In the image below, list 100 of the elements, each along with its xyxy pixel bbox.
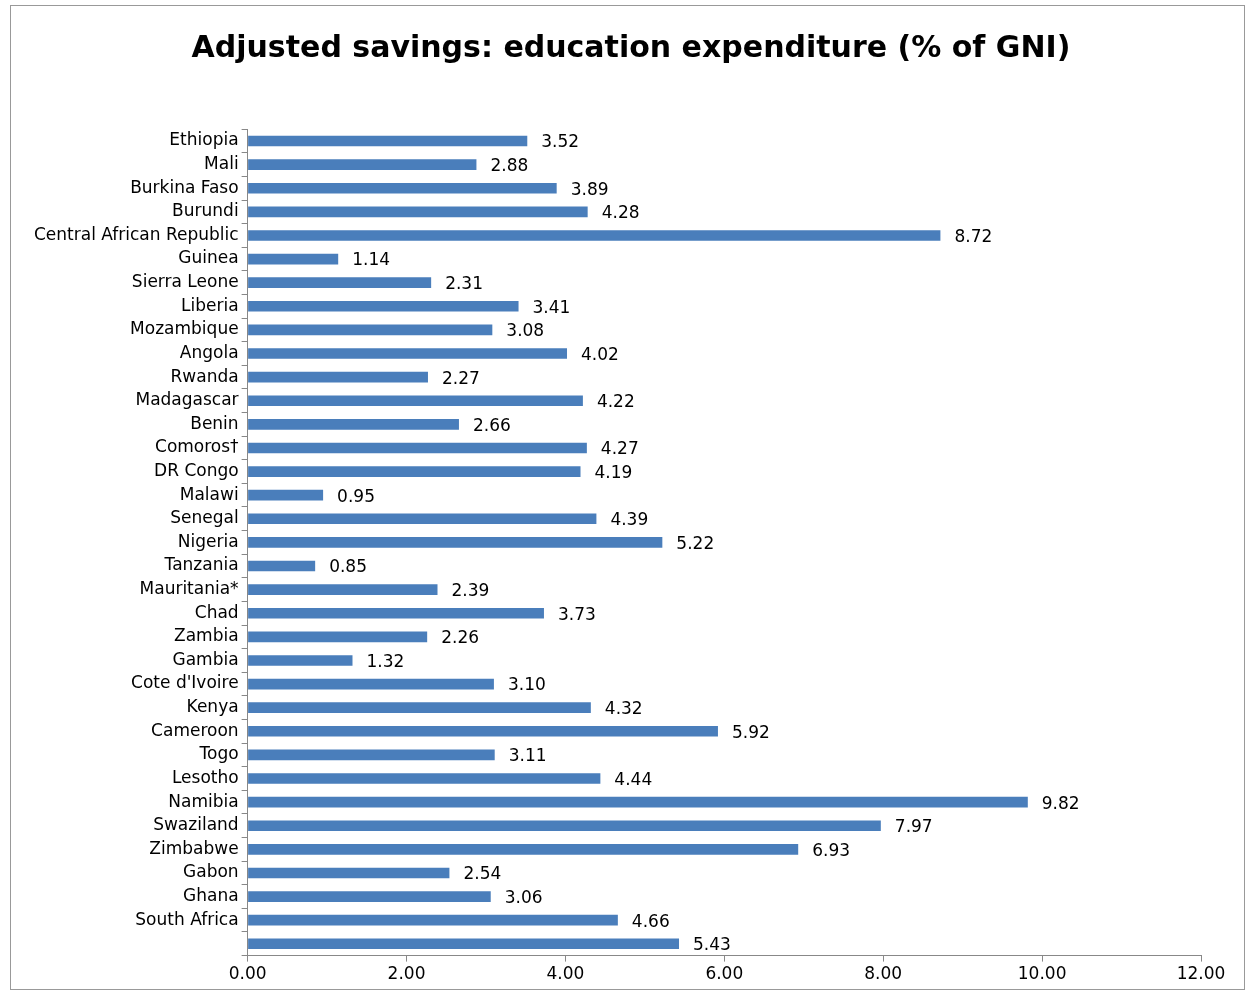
- bar: [248, 584, 438, 595]
- y-tick-label: Chad: [194, 601, 239, 622]
- y-tick-label: Madagascar: [135, 389, 239, 410]
- x-tick-label: 0.00: [228, 963, 267, 984]
- y-tick-label: Lesotho: [171, 766, 239, 787]
- bar: [248, 914, 618, 926]
- bar: [248, 844, 799, 855]
- bar: [248, 655, 353, 666]
- y-tick-label: Tanzania: [163, 554, 239, 575]
- y-tick-label: Cameroon: [151, 719, 239, 740]
- data-label: 2.88: [490, 155, 529, 176]
- data-label: 4.22: [596, 391, 635, 412]
- bar: [248, 324, 493, 336]
- data-label: 3.89: [570, 178, 609, 199]
- data-label: 2.26: [441, 627, 480, 648]
- data-label: 7.97: [894, 816, 933, 837]
- bar: [248, 891, 491, 902]
- y-tick-label: Mali: [204, 153, 239, 174]
- x-tick-label: 8.00: [864, 963, 903, 984]
- data-label: 8.72: [954, 225, 993, 246]
- data-label: 3.52: [541, 131, 580, 152]
- bar: [248, 537, 663, 548]
- data-label: 1.32: [366, 650, 405, 671]
- data-label: 3.08: [506, 320, 545, 341]
- bar: [248, 206, 588, 218]
- y-tick-label: Togo: [198, 743, 239, 764]
- data-label: 4.19: [594, 461, 633, 482]
- chart-title: Adjusted savings: education expenditure (% of GNI): [190, 28, 1072, 66]
- y-tick-label: Swaziland: [153, 814, 239, 835]
- y-tick-label: Ethiopia: [169, 129, 239, 150]
- bar: [248, 159, 477, 170]
- bar: [248, 466, 581, 477]
- y-tick-label: Guinea: [178, 247, 239, 268]
- x-tick-label: 4.00: [546, 963, 585, 984]
- data-label: 4.02: [581, 343, 619, 364]
- bar: [248, 513, 597, 525]
- y-tick-label: Kenya: [186, 696, 239, 717]
- data-label: 3.41: [532, 296, 571, 317]
- x-tick-label: 6.00: [705, 963, 744, 984]
- data-label: 3.73: [557, 603, 596, 624]
- bar: [248, 442, 587, 454]
- bar: [248, 253, 339, 265]
- y-tick-label: Mauritania*: [139, 578, 239, 599]
- data-label: 4.66: [631, 910, 670, 931]
- bar: [248, 371, 428, 383]
- y-tick-label: South Africa: [135, 908, 239, 929]
- y-tick-label: Nigeria: [177, 530, 239, 551]
- bar: [248, 820, 881, 832]
- data-label: 5.22: [676, 532, 715, 553]
- data-label: 2.27: [441, 367, 480, 388]
- bar: [248, 395, 583, 407]
- y-tick-label: Cote d'Ivoire: [131, 672, 239, 693]
- y-tick-label: Gambia: [172, 648, 239, 669]
- y-tick-label: Angola: [179, 341, 239, 362]
- bar: [248, 725, 718, 737]
- data-label: 1.14: [352, 249, 391, 270]
- bar: [248, 678, 494, 690]
- bar: [248, 348, 567, 359]
- y-tick-label: Liberia: [181, 294, 239, 315]
- bar: [248, 489, 324, 501]
- y-tick-label: DR Congo: [154, 459, 239, 480]
- y-tick-label: Zimbabwe: [149, 837, 239, 858]
- bar: [248, 938, 680, 950]
- data-label: 2.54: [463, 863, 502, 884]
- data-label: 2.66: [472, 414, 511, 435]
- y-tick-label: Malawi: [179, 483, 239, 504]
- data-label: 3.10: [507, 674, 546, 695]
- data-label: 2.31: [445, 273, 484, 294]
- bar: [248, 702, 591, 713]
- data-label: 4.44: [614, 768, 653, 789]
- bar: [248, 773, 601, 784]
- data-label: 4.28: [601, 202, 640, 223]
- y-tick-label: Mozambique: [130, 318, 239, 339]
- y-tick-label: Burundi: [172, 200, 239, 221]
- x-tick-label: 12.00: [1176, 963, 1226, 984]
- data-label: 5.92: [731, 721, 770, 742]
- y-tick-label: Central African Republic: [34, 223, 239, 244]
- data-label: 3.06: [504, 886, 543, 907]
- data-label: 6.93: [812, 839, 851, 860]
- bar: [248, 419, 459, 430]
- bar: [248, 607, 544, 619]
- bar: [248, 135, 528, 147]
- bar: [248, 182, 557, 194]
- y-tick-label: Sierra Leone: [131, 271, 239, 292]
- data-label: 2.39: [451, 580, 490, 601]
- data-label: 3.11: [508, 745, 547, 766]
- bar: [248, 560, 316, 572]
- y-tick-label: Ghana: [183, 884, 239, 905]
- bar: [248, 300, 519, 312]
- bar: [248, 749, 495, 761]
- data-label: 9.82: [1041, 792, 1080, 813]
- y-tick-label: Zambia: [174, 625, 239, 646]
- y-tick-label: Comoros†: [155, 436, 240, 457]
- data-label: 4.32: [604, 698, 643, 719]
- x-tick-label: 2.00: [387, 963, 426, 984]
- y-tick-label: Senegal: [170, 507, 239, 528]
- bar: [248, 277, 432, 288]
- y-tick-label: Benin: [190, 412, 239, 433]
- y-tick-label: Namibia: [168, 790, 239, 811]
- data-label: 4.39: [610, 509, 649, 530]
